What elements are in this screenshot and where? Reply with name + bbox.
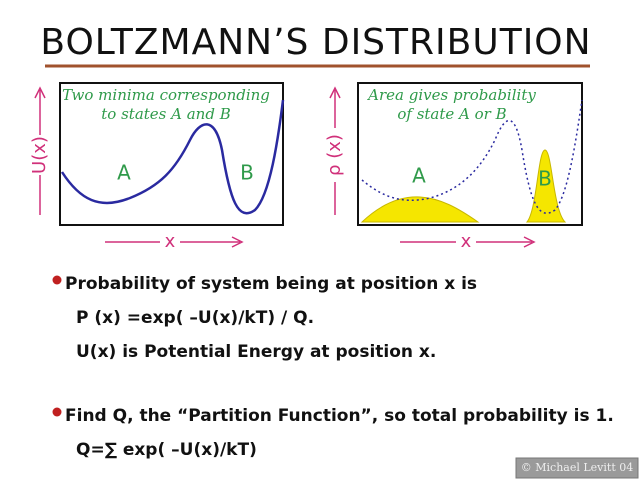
arrow-head: [329, 86, 341, 99]
state-label: B: [240, 161, 254, 185]
potential-curve-dotted: [361, 99, 583, 214]
label-bg: [325, 128, 345, 182]
bullet-text: Q=∑ exp( –U(x)/kT): [76, 440, 257, 460]
title: BOLTZMANN’S DISTRIBUTION: [40, 22, 591, 63]
panel-frame: [59, 82, 284, 226]
annotation: to states A and B: [101, 105, 230, 123]
arrow-head: [34, 86, 46, 99]
annotation: of state A or B: [397, 105, 506, 123]
annotation: Area gives probability: [366, 86, 536, 104]
footer-box: [515, 457, 639, 479]
panel-frame: [357, 82, 583, 226]
bullet-text: P (x) =exp( –U(x)/kT) / Q.: [76, 308, 314, 328]
x-label: x: [165, 231, 176, 252]
label-bg: [30, 135, 50, 175]
y-label: ρ (x): [324, 134, 345, 176]
arrow-head: [523, 236, 536, 248]
state-label: B: [538, 167, 552, 191]
state-label: A: [412, 164, 426, 188]
annotation: Two minima corresponding: [62, 86, 270, 104]
bullet: [52, 407, 62, 417]
area-b: [525, 149, 567, 223]
bullet-text: Probability of system being at position …: [65, 274, 477, 294]
label-bg: [160, 232, 180, 252]
label-bg: [456, 232, 476, 252]
potential-curve: [60, 99, 285, 215]
arrow-head: [231, 236, 244, 248]
state-label: A: [117, 161, 131, 185]
bullet: [52, 275, 62, 285]
bullet-text: U(x) is Potential Energy at position x.: [76, 342, 436, 362]
x-label: x: [461, 231, 472, 252]
y-label: U(x): [29, 136, 50, 174]
footer-credit: © Michael Levitt 04: [521, 461, 634, 474]
area-a: [360, 196, 480, 223]
bullet-text: Find Q, the “Partition Function”, so tot…: [65, 406, 614, 426]
